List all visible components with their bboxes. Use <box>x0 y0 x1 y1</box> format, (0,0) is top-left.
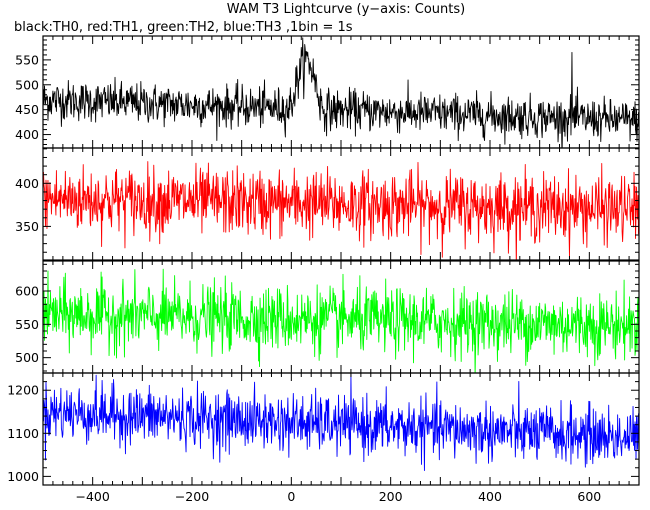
y-tick-label: 500 <box>15 77 39 92</box>
y-tick-label: 450 <box>15 102 39 117</box>
y-tick-label: 350 <box>15 219 39 234</box>
series-line-th3 <box>43 374 639 471</box>
panel-th2: 500 550 600 <box>15 260 640 374</box>
y-tick-label: 600 <box>15 284 39 299</box>
panels-layer: 400 450 500 550 350 400 500 550 600 1000 1100 1200 −… <box>7 35 640 504</box>
panel-th1: 350 400 <box>15 147 640 261</box>
y-tick-label: 550 <box>15 317 39 332</box>
x-tick-label: 200 <box>379 489 403 504</box>
x-tick-label: −400 <box>75 489 109 504</box>
series-line-th0 <box>43 37 639 148</box>
x-tick-label: 600 <box>577 489 601 504</box>
series-line-th2 <box>43 268 639 373</box>
x-tick-label: −200 <box>175 489 209 504</box>
y-tick-label: 1000 <box>7 469 39 484</box>
y-tick-label: 400 <box>15 176 39 191</box>
series-line-th1 <box>43 161 639 260</box>
y-tick-label: 550 <box>15 52 39 67</box>
y-tick-label: 500 <box>15 350 39 365</box>
y-tick-label: 400 <box>15 127 39 142</box>
y-tick-label: 1200 <box>7 383 39 398</box>
chart-title: WAM T3 Lightcurve (y−axis: Counts) <box>227 2 465 17</box>
y-tick-label: 1100 <box>7 426 39 441</box>
panel-th0: 400 450 500 550 <box>15 35 640 149</box>
x-tick-label: 400 <box>478 489 502 504</box>
panel-th3: 1000 1100 1200 <box>7 372 640 486</box>
x-tick-label: 0 <box>287 489 295 504</box>
chart-subtitle: black:TH0, red:TH1, green:TH2, blue:TH3 … <box>14 20 353 35</box>
